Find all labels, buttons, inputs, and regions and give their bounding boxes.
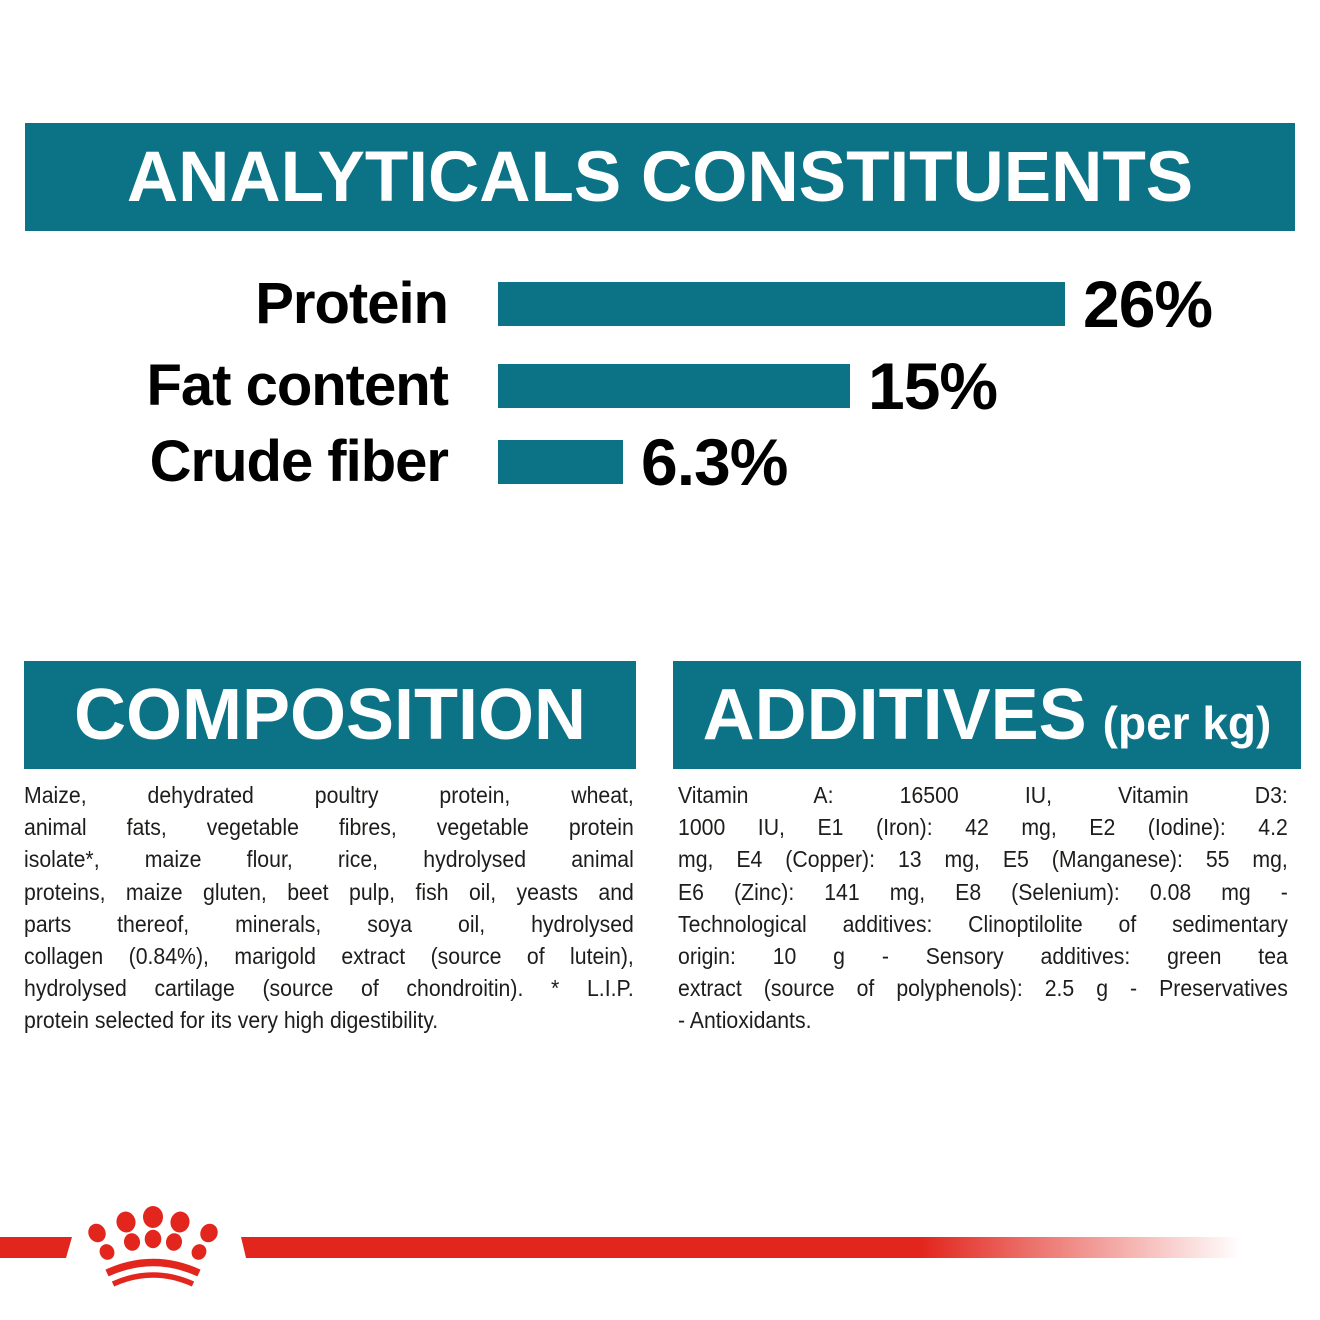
- chart-label-fat-content: Fat content: [146, 353, 449, 418]
- additives-header-suffix: (per kg): [1102, 697, 1272, 749]
- chart-bar-crude-fiber: [498, 440, 623, 484]
- composition-line: animal fats, vegetable fibres, vegetable…: [24, 814, 634, 841]
- red-band-right-fading: [241, 1237, 1241, 1258]
- composition-header-bar: COMPOSITION: [24, 661, 636, 769]
- additives-header-group: ADDITIVES (per kg): [703, 679, 1272, 751]
- additives-line: - Antioxidants.: [678, 1007, 812, 1034]
- additives-line: origin: 10 g - Sensory additives: green …: [678, 943, 1288, 970]
- additives-line: Vitamin A: 16500 IU, Vitamin D3:: [678, 782, 1288, 808]
- chart-value-fat-content: 15%: [868, 349, 998, 423]
- red-band-left: [0, 1237, 72, 1258]
- additives-line: extract (source of polyphenols): 2.5 g -…: [678, 975, 1288, 1002]
- composition-line: proteins, maize gluten, beet pulp, fish …: [24, 878, 634, 905]
- chart-value-protein: 26%: [1083, 267, 1213, 341]
- additives-text: Vitamin A: 16500 IU, Vitamin D3: 1000 IU…: [678, 779, 1288, 1037]
- additives-line: E6 (Zinc): 141 mg, E8 (Selenium): 0.08 m…: [678, 878, 1288, 905]
- composition-text: Maize, dehydrated poultry protein, wheat…: [24, 779, 634, 1037]
- additives-header-bar: ADDITIVES (per kg): [673, 661, 1301, 769]
- chart-value-crude-fiber: 6.3%: [641, 425, 788, 499]
- composition-line: Maize, dehydrated poultry protein, wheat…: [24, 782, 634, 808]
- analyticals-header-title: ANALYTICALS CONSTITUENTS: [126, 137, 1194, 217]
- composition-line: protein selected for its very high diges…: [24, 1007, 439, 1034]
- chart-label-crude-fiber: Crude fiber: [149, 429, 449, 494]
- chart-bar-fat-content: [498, 364, 850, 408]
- composition-line: parts thereof, minerals, soya oil, hydro…: [24, 910, 634, 937]
- analyticals-header-bar: ANALYTICALS CONSTITUENTS: [25, 123, 1295, 231]
- additives-header-title: ADDITIVES: [702, 675, 1087, 755]
- composition-line: isolate*, maize flour, rice, hydrolysed …: [24, 846, 634, 873]
- royal-canin-crown-icon: [88, 1206, 218, 1287]
- additives-line: Technological additives: Clinoptilolite …: [678, 910, 1288, 937]
- chart-bar-protein: [498, 282, 1065, 326]
- additives-line: 1000 IU, E1 (Iron): 42 mg, E2 (Iodine): …: [678, 814, 1288, 841]
- composition-line: collagen (0.84%), marigold extract (sour…: [24, 943, 634, 970]
- chart-label-protein: Protein: [255, 271, 449, 336]
- additives-line: mg, E4 (Copper): 13 mg, E5 (Manganese): …: [678, 846, 1288, 873]
- composition-header-title: COMPOSITION: [73, 675, 586, 755]
- composition-line: hydrolysed cartilage (source of chondroi…: [24, 975, 634, 1002]
